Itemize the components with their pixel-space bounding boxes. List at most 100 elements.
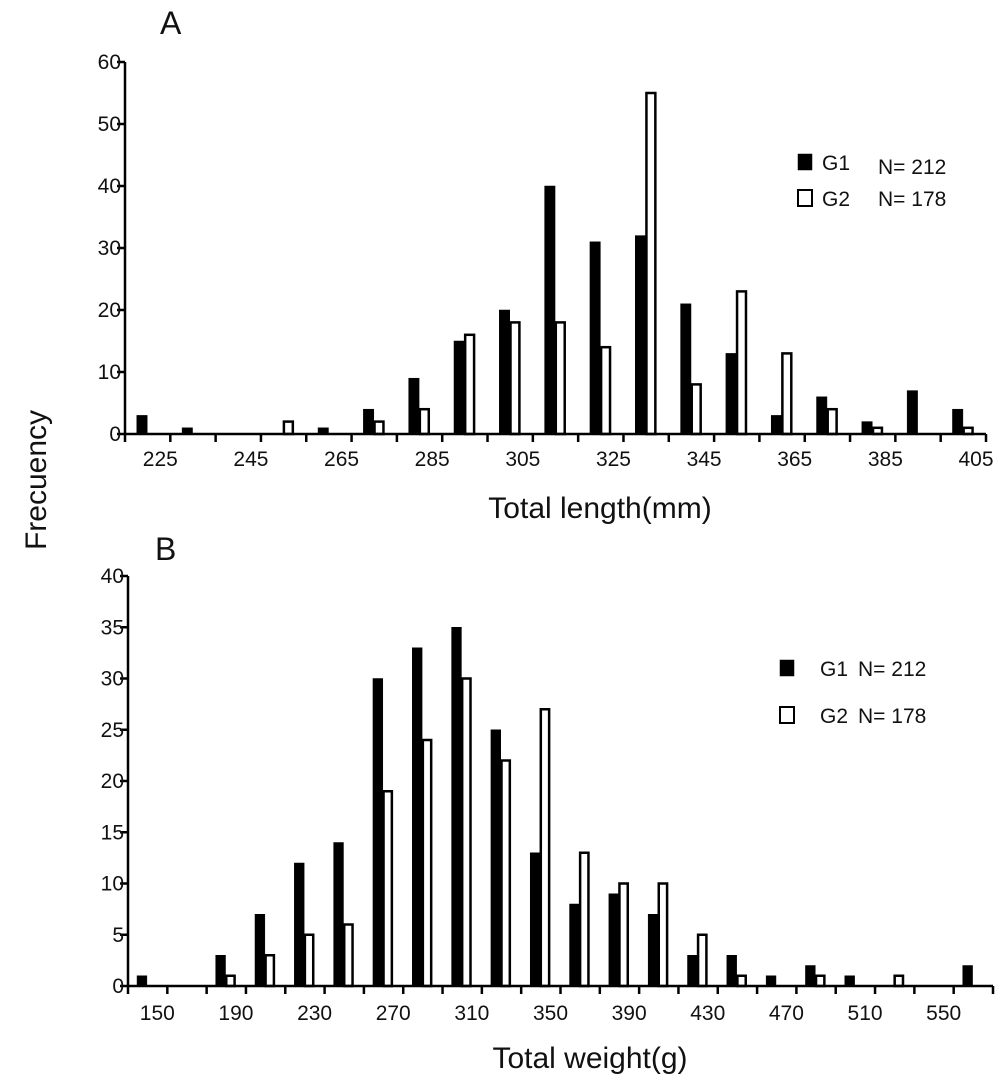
- panel-letter: A: [160, 5, 182, 41]
- bar-g2: [460, 677, 472, 988]
- y-tick-label: 40: [101, 565, 124, 588]
- bar-g1: [363, 408, 375, 435]
- bar-g2: [282, 420, 295, 436]
- bar-g1: [608, 893, 619, 987]
- bar-g1: [844, 975, 855, 987]
- x-tick-label: 390: [612, 1002, 647, 1025]
- bar-g2: [225, 974, 236, 988]
- bar-g1: [254, 914, 266, 987]
- bar-g1: [412, 647, 423, 987]
- y-tick-label: 40: [98, 175, 121, 198]
- bar-g2: [373, 420, 385, 436]
- bar-g2: [735, 290, 748, 436]
- bar-g1: [499, 309, 510, 435]
- x-tick-label: 365: [777, 448, 812, 471]
- legend-label: G1: [822, 152, 850, 175]
- bar-g1: [816, 396, 828, 435]
- bar-g2: [421, 738, 433, 988]
- bar-g2: [781, 352, 793, 436]
- bar-g2: [418, 407, 431, 436]
- legend-n: N= 178: [878, 188, 946, 211]
- x-axis-label: Total length(mm): [488, 492, 711, 525]
- bar-g1: [952, 408, 964, 435]
- y-tick-label: 10: [98, 361, 121, 384]
- y-tick-label: 30: [101, 668, 124, 691]
- legend-n: N= 212: [878, 156, 946, 179]
- bar-g1: [725, 353, 737, 435]
- bar-g1: [861, 421, 873, 435]
- bar-g1: [680, 303, 692, 435]
- x-tick-label: 225: [143, 448, 178, 471]
- legend-label: G2: [820, 705, 848, 728]
- y-tick-label: 60: [98, 51, 121, 74]
- bar-g1: [687, 955, 698, 987]
- bar-g1: [372, 678, 384, 987]
- y-tick-label: 20: [98, 299, 121, 322]
- bar-g1: [726, 955, 737, 987]
- bar-g2: [509, 321, 521, 436]
- bar-g1: [294, 862, 305, 987]
- bar-g2: [554, 321, 566, 436]
- y-tick-label: 0: [112, 975, 124, 998]
- bar-g1: [215, 955, 226, 987]
- x-tick-label: 265: [324, 448, 359, 471]
- bar-g2: [500, 759, 512, 988]
- y-tick-label: 15: [101, 821, 124, 844]
- bar-g2: [578, 851, 590, 988]
- bar-g2: [539, 708, 551, 988]
- bar-g1: [635, 235, 646, 435]
- bar-g1: [647, 914, 659, 987]
- legend-swatch-g1: [779, 659, 795, 677]
- bar-g1: [529, 852, 541, 987]
- bar-g2: [303, 933, 315, 988]
- legend-swatch-g2: [797, 189, 813, 207]
- bar-g1: [453, 340, 465, 435]
- bar-g2: [599, 345, 612, 436]
- x-tick-label: 405: [958, 448, 993, 471]
- y-tick-label: 25: [101, 719, 124, 742]
- bar-g2: [696, 933, 708, 988]
- bar-g2: [893, 974, 905, 988]
- x-tick-label: 350: [533, 1002, 568, 1025]
- x-tick-label: 430: [690, 1002, 725, 1025]
- bar-g1: [962, 965, 973, 987]
- bar-g1: [589, 241, 601, 435]
- x-tick-label: 470: [769, 1002, 804, 1025]
- legend-swatch-g1: [797, 153, 813, 171]
- y-tick-label: 35: [101, 616, 124, 639]
- bar-g2: [657, 882, 669, 988]
- y-tick-label: 10: [101, 873, 124, 896]
- bar-g2: [382, 790, 394, 988]
- bar-g1: [490, 729, 501, 987]
- x-tick-label: 245: [233, 448, 268, 471]
- bar-g2: [814, 974, 826, 988]
- x-tick-label: 285: [415, 448, 450, 471]
- legend-swatch-g2: [779, 706, 795, 724]
- bar-g2: [618, 882, 630, 988]
- x-tick-label: 305: [505, 448, 540, 471]
- x-tick-label: 550: [926, 1002, 961, 1025]
- y-tick-label: 30: [98, 237, 121, 260]
- bar-g2: [826, 407, 838, 436]
- x-tick-label: 310: [454, 1002, 489, 1025]
- y-tick-label: 50: [98, 113, 121, 136]
- x-tick-label: 345: [687, 448, 722, 471]
- bar-g1: [805, 965, 816, 987]
- bar-g2: [463, 333, 476, 436]
- x-tick-label: 270: [376, 1002, 411, 1025]
- x-tick-label: 190: [218, 1002, 253, 1025]
- y-tick-label: 5: [112, 924, 124, 947]
- y-tick-label: 20: [101, 770, 124, 793]
- x-axis-label: Total weight(g): [492, 1042, 687, 1075]
- bar-g2: [736, 974, 747, 988]
- bar-g1: [333, 842, 344, 987]
- panel-letter: B: [155, 531, 176, 567]
- x-tick-label: 385: [868, 448, 903, 471]
- x-tick-label: 325: [596, 448, 631, 471]
- legend-label: G2: [822, 188, 850, 211]
- bar-g1: [544, 185, 556, 435]
- legend-label: G1: [820, 658, 848, 681]
- legend-n: N= 178: [858, 705, 926, 728]
- bar-g1: [136, 415, 148, 435]
